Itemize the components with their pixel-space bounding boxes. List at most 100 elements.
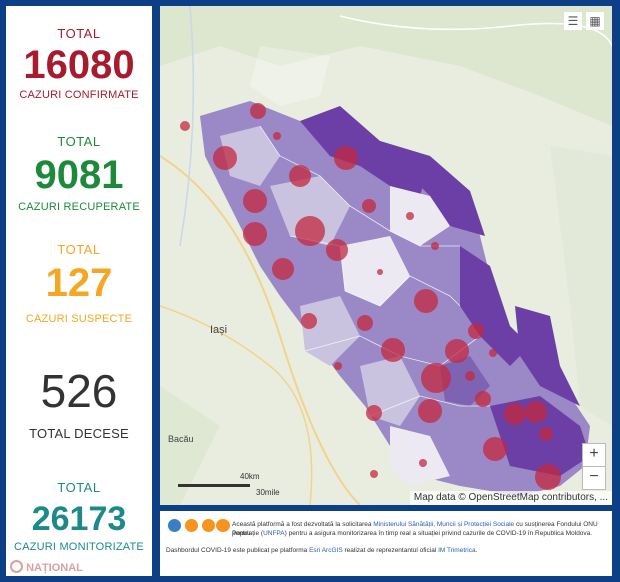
confirmed-value: 16080	[23, 43, 135, 87]
bubble[interactable]	[465, 371, 475, 381]
bubble[interactable]	[475, 391, 491, 407]
region-outside	[250, 46, 330, 106]
region-east[interactable]	[460, 246, 530, 366]
road	[160, 155, 361, 505]
bubble[interactable]	[357, 315, 373, 331]
forest-area	[160, 6, 612, 126]
region-northeast[interactable]	[380, 141, 485, 236]
forest-area-2	[160, 386, 220, 505]
region-northwest[interactable]	[220, 126, 280, 186]
zoom-out-button[interactable]: −	[582, 466, 606, 490]
recovered-total-label: TOTAL	[57, 134, 101, 149]
footer-line-3b: realizat de reprezentantul oficial	[342, 547, 439, 554]
watermark-text: NAȚIONAL	[26, 562, 83, 574]
scale-mi: 30mile	[256, 488, 280, 497]
bubble[interactable]	[418, 399, 442, 423]
suspect-total-label: TOTAL	[57, 242, 101, 257]
bubble[interactable]	[381, 338, 405, 362]
region-north-dark[interactable]	[300, 106, 430, 196]
monitored-label: CAZURI MONITORIZATE	[14, 541, 144, 553]
ministry-link[interactable]: Ministerului Sănătății, Muncii și Protec…	[373, 521, 515, 528]
bubble[interactable]	[243, 222, 267, 246]
deaths-value: 526	[40, 365, 118, 417]
bubble[interactable]	[250, 103, 266, 119]
footer-line-2b: ) pentru a asigura monitorizarea în timp…	[284, 530, 593, 537]
region-central-east[interactable]	[390, 186, 450, 246]
bubble[interactable]	[295, 216, 325, 246]
un-logo-icon	[168, 519, 181, 532]
footer-line-3a: Dashbordul COVID-19 este publicat pe pla…	[166, 547, 310, 554]
map-view[interactable]: ☰ ▦ Iași Bacău 40km 30mile + − Map data …	[160, 6, 612, 505]
bubble[interactable]	[289, 165, 311, 187]
bubble[interactable]	[414, 289, 438, 313]
bubble[interactable]	[272, 258, 294, 280]
bubble[interactable]	[525, 401, 547, 423]
confirmed-total-label: TOTAL	[57, 26, 101, 41]
monitored-value: 26173	[31, 500, 127, 538]
monitored-total-label: TOTAL	[57, 480, 101, 495]
bubble[interactable]	[326, 239, 348, 261]
map-canvas[interactable]	[160, 6, 612, 505]
bubble[interactable]	[419, 459, 427, 467]
suspect-stat: TOTAL 127 CAZURI SUSPECTE	[6, 242, 152, 325]
road-2	[160, 305, 313, 505]
footer-line-1a: Această platformă a fost dezvoltată la s…	[232, 521, 374, 528]
footer-line-3: Dashbordul COVID-19 este publicat pe pla…	[166, 547, 606, 554]
bubble[interactable]	[504, 403, 526, 425]
footer-line-2a: Populație (	[232, 530, 264, 537]
city-label-iasi: Iași	[210, 324, 228, 336]
recovered-label: CAZURI RECUPERATE	[18, 201, 140, 213]
basemap-icon[interactable]: ▦	[586, 12, 604, 30]
bubble[interactable]	[431, 242, 439, 250]
bubble[interactable]	[213, 146, 237, 170]
bubble[interactable]	[362, 199, 376, 213]
city-label-bacau: Bacău	[168, 434, 194, 444]
region-central[interactable]	[340, 236, 410, 306]
scale-km: 40km	[240, 472, 260, 481]
suspect-value: 127	[45, 261, 113, 305]
bubble[interactable]	[301, 313, 317, 329]
bubble[interactable]	[421, 363, 451, 393]
bubble[interactable]	[489, 349, 497, 357]
bubble[interactable]	[539, 427, 553, 441]
bubble[interactable]	[406, 212, 414, 220]
bubble[interactable]	[370, 470, 378, 478]
river	[179, 6, 195, 247]
footer-line-3c: .	[475, 547, 478, 554]
deaths-label: TOTAL DECESE	[29, 426, 129, 441]
watermark-logo-icon	[10, 560, 23, 573]
zoom-in-button[interactable]: +	[582, 443, 606, 467]
bubble[interactable]	[180, 121, 190, 131]
suspect-label: CAZURI SUSPECTE	[25, 313, 133, 325]
bubble[interactable]	[243, 189, 267, 213]
unfpa-wordmark-icon	[216, 519, 230, 532]
esri-link[interactable]: Esri ArcGIS	[309, 547, 343, 554]
bubble[interactable]	[366, 405, 382, 421]
stats-panel: TOTAL 16080 CAZURI CONFIRMATE TOTAL 9081…	[6, 6, 152, 576]
footer-line-1: Această platformă a fost dezvoltată la s…	[232, 520, 602, 538]
unfpa-logo-icon-2	[202, 519, 215, 532]
confirmed-stat: TOTAL 16080 CAZURI CONFIRMATE	[6, 26, 152, 101]
trimetrica-link[interactable]: IM Trimetrica	[438, 547, 476, 554]
national-watermark: NAȚIONAL	[10, 560, 83, 574]
footer-line-2: Populație (UNFPA) pentru a asigura monit…	[232, 529, 602, 538]
monitored-stat: TOTAL 26173 CAZURI MONITORIZATE	[6, 480, 152, 553]
bubble[interactable]	[377, 269, 383, 275]
region-north-central[interactable]	[270, 176, 350, 246]
map-attribution: Map data © OpenStreetMap contributors, .…	[409, 491, 612, 505]
case-bubbles	[180, 103, 561, 490]
bubble[interactable]	[273, 132, 281, 140]
unfpa-link[interactable]: UNFPA	[263, 530, 285, 537]
bubble[interactable]	[445, 339, 469, 363]
bubble[interactable]	[468, 323, 484, 339]
bubble[interactable]	[535, 464, 561, 490]
region-south[interactable]	[390, 426, 450, 486]
bubble[interactable]	[334, 362, 342, 370]
footer-line-1b: cu susținerea Fondului ONU pentru	[232, 521, 598, 537]
legend-icon[interactable]: ☰	[564, 12, 582, 30]
deaths-stat: 526 TOTAL DECESE	[6, 368, 152, 441]
forest-area-3	[550, 146, 612, 426]
bubble[interactable]	[334, 146, 358, 170]
bubble[interactable]	[483, 437, 507, 461]
region-transnistria[interactable]	[515, 306, 580, 406]
